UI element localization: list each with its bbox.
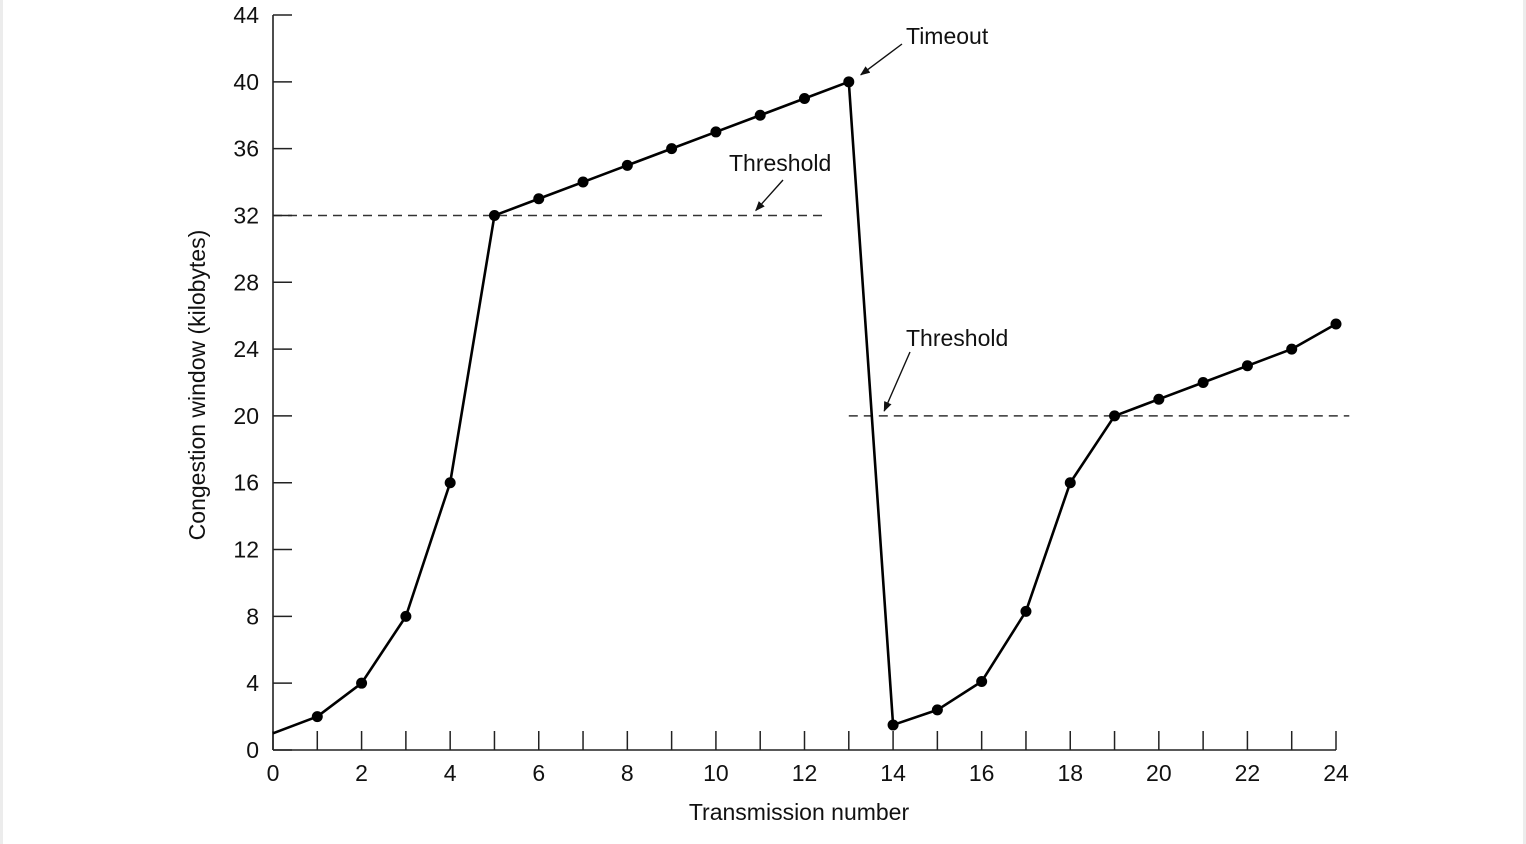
y-tick-label: 8 [246,603,259,629]
x-tick-label: 20 [1146,760,1172,786]
y-tick-label: 32 [233,202,259,228]
data-point [799,93,810,105]
data-point [621,159,633,171]
y-tick-label: 24 [233,336,259,362]
x-tick-label: 14 [880,760,906,786]
threshold-lines [273,214,1350,417]
series-layer [272,76,1342,735]
x-tick-label: 2 [355,760,368,786]
annotation-arrow [883,351,911,412]
data-point [1241,360,1253,372]
x-tick-label: 8 [621,760,634,786]
data-point [976,676,988,688]
annotations: Timeout Threshold Threshold [729,23,1008,412]
data-point [1197,377,1209,388]
y-tick-label: 36 [233,136,259,162]
x-axis-title: Transmission number [689,799,910,825]
data-point [356,677,368,689]
data-point [931,704,943,716]
y-tick-label: 40 [233,69,259,95]
y-tick-label: 28 [233,269,259,295]
left-border [0,0,3,844]
axes [272,15,1336,751]
data-point [887,719,899,731]
annotation-label: Timeout [906,23,989,49]
right-border [1523,0,1526,844]
data-point [577,176,589,188]
y-tick-label: 0 [246,737,259,763]
x-tick-label: 6 [532,760,545,786]
x-ticks: 0 2 4 6 8 10 12 14 16 18 20 22 24 [267,731,1349,786]
series-line [272,80,1337,735]
x-tick-label: 18 [1057,760,1083,786]
x-tick-label: 10 [703,760,729,786]
y-axis-title: Congestion window (kilobytes) [184,230,210,541]
x-tick-label: 4 [444,760,457,786]
y-tick-label: 4 [246,670,259,696]
annotation-label: Threshold [906,325,1008,351]
annotation-arrow [859,43,903,76]
data-point [710,126,722,138]
annotation-arrow [755,179,784,212]
y-tick-label: 44 [233,2,259,28]
x-tick-label: 16 [969,760,995,786]
y-tick-label: 16 [233,470,259,496]
y-ticks: 0 4 8 12 16 20 24 28 32 36 40 44 [233,2,292,763]
x-tick-label: 22 [1235,760,1261,786]
y-tick-label: 12 [233,537,259,563]
data-point [1286,343,1298,355]
data-point [1330,318,1342,330]
x-tick-label: 0 [267,760,280,786]
data-point [843,76,855,88]
x-tick-label: 24 [1323,760,1349,786]
y-tick-label: 20 [233,403,259,429]
data-point [666,143,678,155]
data-point [1153,393,1165,405]
data-point [1109,410,1121,422]
data-point [533,193,545,205]
data-point [400,610,412,622]
data-point [1064,477,1076,489]
annotation-label: Threshold [729,150,831,176]
data-point [311,711,323,723]
data-point [488,209,500,221]
data-point [754,109,766,121]
x-tick-label: 12 [792,760,818,786]
data-point [444,477,456,489]
data-point [1020,605,1032,617]
